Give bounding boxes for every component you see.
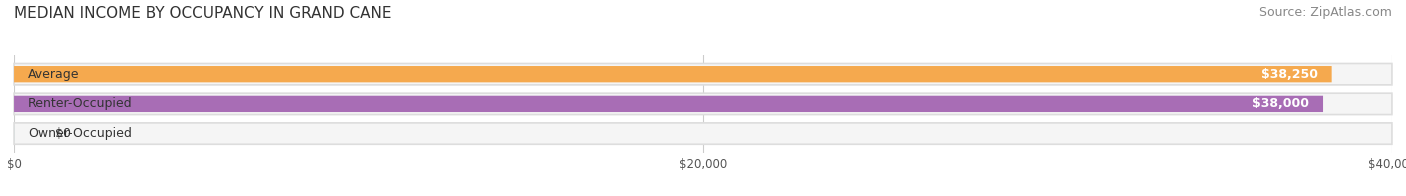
FancyBboxPatch shape xyxy=(14,96,1323,112)
FancyBboxPatch shape xyxy=(14,93,1392,115)
FancyBboxPatch shape xyxy=(14,64,1392,85)
Text: $38,250: $38,250 xyxy=(1261,68,1317,81)
Text: MEDIAN INCOME BY OCCUPANCY IN GRAND CANE: MEDIAN INCOME BY OCCUPANCY IN GRAND CANE xyxy=(14,6,391,21)
FancyBboxPatch shape xyxy=(14,66,1331,82)
Text: $0: $0 xyxy=(55,127,72,140)
Text: Average: Average xyxy=(28,68,79,81)
Text: Owner-Occupied: Owner-Occupied xyxy=(28,127,132,140)
Text: Source: ZipAtlas.com: Source: ZipAtlas.com xyxy=(1258,6,1392,19)
Text: Renter-Occupied: Renter-Occupied xyxy=(28,97,132,110)
Text: $38,000: $38,000 xyxy=(1253,97,1309,110)
FancyBboxPatch shape xyxy=(14,123,1392,144)
